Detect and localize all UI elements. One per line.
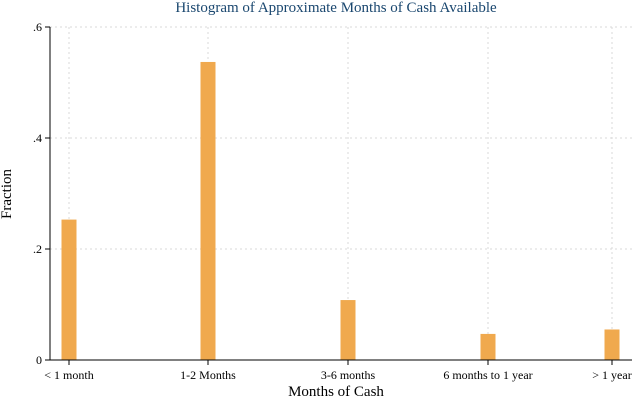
- x-axis-title: Months of Cash: [288, 384, 384, 400]
- y-axis-title: Fraction: [0, 169, 15, 219]
- chart-title: Histogram of Approximate Months of Cash …: [175, 0, 497, 16]
- y-tick-label-3: .6: [33, 20, 42, 34]
- y-tick-label-1: .2: [33, 242, 42, 256]
- y-tick-label-0: 0: [36, 353, 42, 367]
- x-tick-label-1: 1-2 Months: [180, 368, 236, 382]
- bar-1: [200, 61, 216, 361]
- x-tick-label-2: 3-6 months: [321, 368, 376, 382]
- x-tick-label-3: 6 months to 1 year: [443, 368, 532, 382]
- bar-3: [480, 333, 496, 360]
- bar-layer: [61, 61, 620, 361]
- x-tick-label-4: > 1 year: [592, 368, 631, 382]
- x-tick-label-0: < 1 month: [44, 368, 93, 382]
- y-tick-label-2: .4: [33, 131, 42, 145]
- axis-layer: 0 .2 .4 .6 < 1 month 1-2 Months 3-6 months 6 mo…: [33, 20, 632, 382]
- bar-4: [604, 329, 620, 360]
- bar-2: [340, 300, 356, 360]
- bar-0: [61, 219, 77, 360]
